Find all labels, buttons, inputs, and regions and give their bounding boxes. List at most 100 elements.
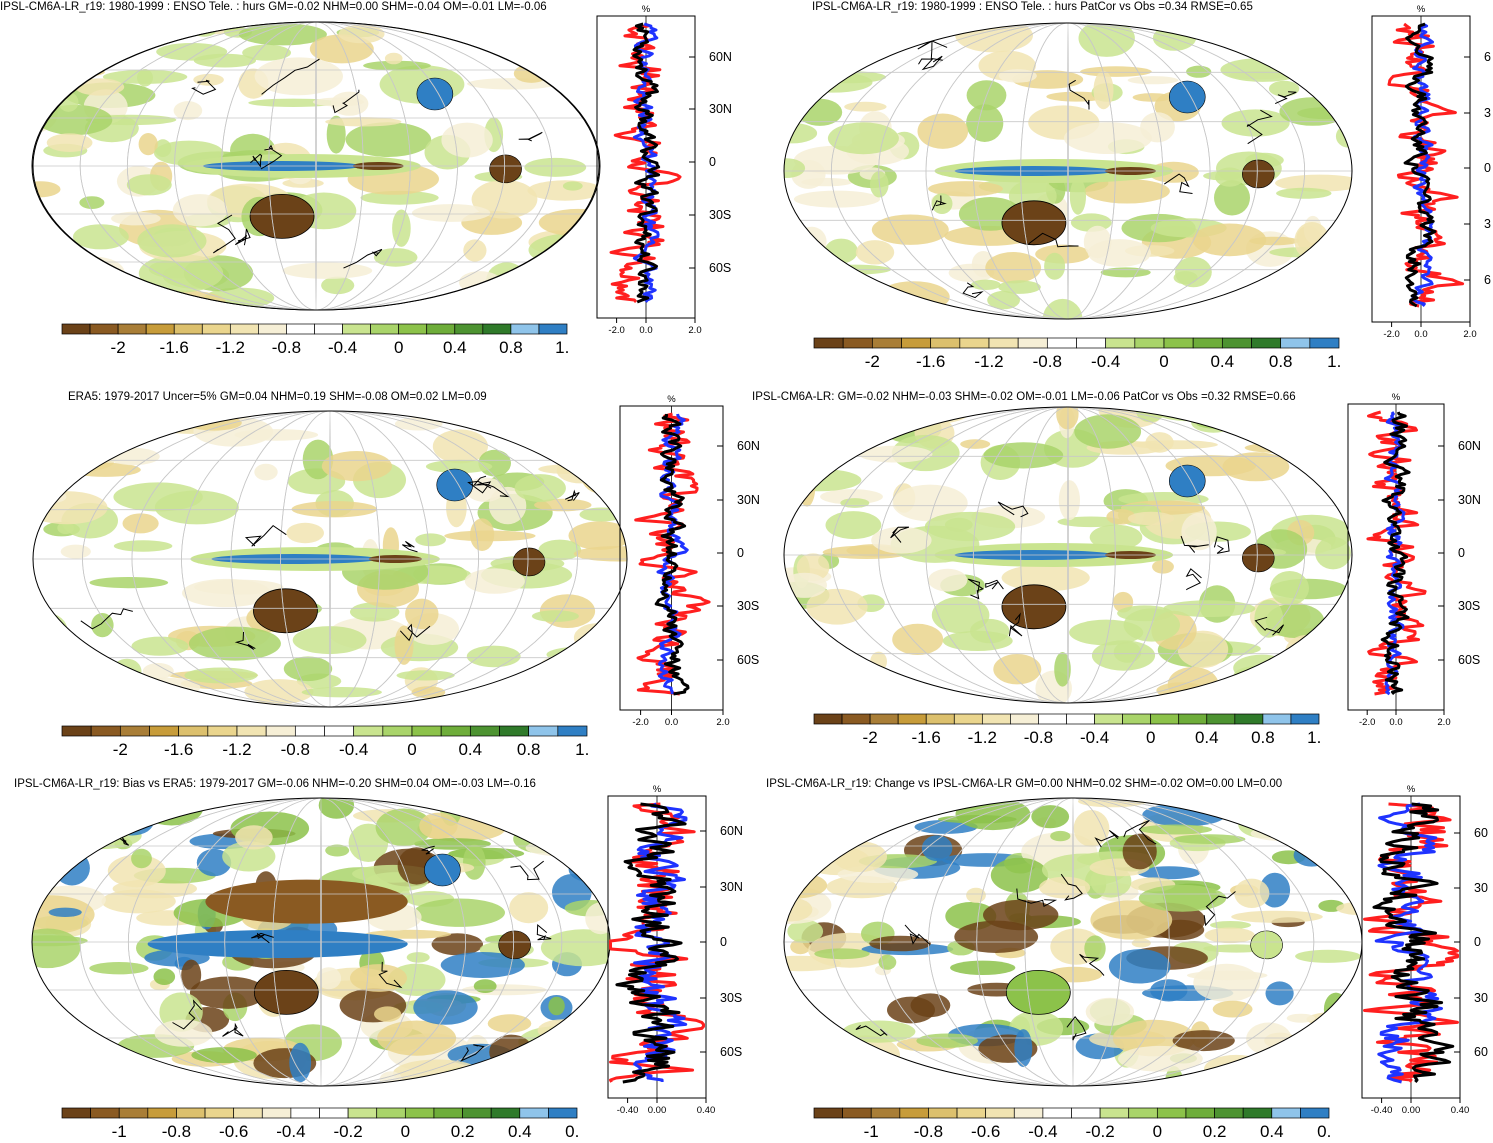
- colorbar-swatch: [1134, 337, 1165, 349]
- lat-label: 3: [1484, 217, 1491, 231]
- field-patch: [530, 682, 570, 707]
- colorbar-label: 0: [1153, 1122, 1162, 1141]
- longitude-line: [925, 23, 1211, 319]
- colorbar-label: -1.2: [968, 728, 997, 747]
- north-america-patch: [436, 468, 474, 502]
- colorbar-label: -0.4: [339, 740, 368, 759]
- x-tick-label: -2.0: [608, 325, 624, 336]
- field-patch: [441, 122, 493, 158]
- field-patch: [125, 38, 163, 47]
- field-patch: [111, 211, 161, 226]
- black-profile: [1372, 802, 1455, 1083]
- colorbar-swatch: [519, 1107, 549, 1119]
- colorbar-swatch: [482, 323, 512, 335]
- colorbar-swatch: [1038, 713, 1067, 725]
- field-patch: [142, 663, 174, 680]
- colorbar-label: -0.6: [971, 1122, 1000, 1141]
- coastline: [1094, 829, 1119, 848]
- colorbar-swatch: [1017, 337, 1048, 349]
- colorbar-swatch: [1094, 713, 1123, 725]
- colorbar-label: 1.2: [1307, 728, 1322, 747]
- coastline: [931, 195, 947, 211]
- colorbar-swatch: [61, 725, 92, 737]
- field-patch: [89, 962, 149, 975]
- colorbar-label: -1.6: [916, 352, 945, 371]
- longitude-line: [320, 798, 322, 1086]
- coastline: [460, 1044, 485, 1062]
- lat-label: 30: [1474, 991, 1488, 1005]
- north-america-patch: [416, 77, 454, 111]
- field-patch: [463, 844, 486, 880]
- field-patch: [814, 948, 870, 960]
- longitude-line: [928, 798, 1218, 1086]
- field-patch: [796, 36, 867, 69]
- coastline: [904, 924, 931, 945]
- field-patch: [89, 577, 169, 589]
- colorbar-swatch: [204, 1107, 235, 1119]
- field-patch: [1063, 122, 1152, 154]
- field-patch: [459, 296, 513, 310]
- field-patch: [916, 1033, 978, 1048]
- field-patch: [102, 69, 188, 84]
- coastline: [250, 153, 263, 168]
- field-patch: [537, 1019, 588, 1042]
- field-patch: [1270, 571, 1309, 606]
- colorbar-swatch: [930, 337, 961, 349]
- field-patch: [993, 654, 1042, 685]
- coastline: [378, 961, 403, 989]
- longitude-line: [972, 407, 1164, 703]
- coastline: [510, 860, 545, 881]
- north-america-patch: [1168, 80, 1206, 114]
- field-patch: [500, 1058, 543, 1086]
- colorbar-swatch: [953, 713, 983, 725]
- colorbar-swatch: [1042, 1107, 1072, 1119]
- field-patch: [113, 540, 173, 552]
- colorbar-swatch: [1071, 1107, 1101, 1119]
- field-patch: [321, 276, 355, 295]
- field-patch: [100, 802, 175, 814]
- colorbar-swatch: [1010, 713, 1039, 725]
- lat-label: 0: [1474, 935, 1481, 949]
- colorbar-swatch: [117, 323, 147, 335]
- field-patch: [32, 828, 86, 867]
- field-patch: [1220, 57, 1305, 82]
- longitude-line: [131, 411, 529, 707]
- black-profile: [1403, 22, 1437, 308]
- field-patch: [32, 798, 114, 812]
- colorbar-swatch: [1013, 1107, 1044, 1119]
- field-patch: [970, 618, 1010, 644]
- zonal-mean-plot: % 60N 30N 0 30S 60S -0.40 0.00 0.40: [607, 784, 743, 1116]
- coastline: [399, 623, 431, 642]
- field-patch: [90, 286, 110, 310]
- field-patch: [384, 52, 403, 65]
- coastline: [890, 526, 910, 543]
- field-patch: [1150, 979, 1188, 1002]
- field-patch: [562, 822, 590, 833]
- colorbar-swatch: [956, 1107, 987, 1119]
- colorbar: -2-1.6-1.2-0.8-0.400.40.81.21.62: [61, 323, 570, 357]
- x-tick-label: 0.00: [1402, 1105, 1421, 1116]
- field-patch: [61, 262, 114, 277]
- colorbar-swatch: [207, 725, 238, 737]
- lat-label: 60: [1474, 1045, 1488, 1059]
- colorbar-swatch: [1221, 337, 1252, 349]
- colorbar-swatch: [988, 337, 1019, 349]
- coastline: [1254, 616, 1285, 636]
- colorbar-swatch: [897, 713, 927, 725]
- field-patch: [154, 1019, 213, 1047]
- field-patch: [1297, 1059, 1345, 1068]
- longitude-line: [976, 798, 1170, 1086]
- field-patch: [98, 1052, 120, 1073]
- field-patch: [1122, 833, 1157, 870]
- colorbar-swatch: [145, 323, 175, 335]
- field-patch: [1132, 93, 1172, 102]
- colorbar-swatch: [149, 725, 180, 737]
- colorbar-swatch: [178, 725, 209, 737]
- lat-label: 0: [1458, 546, 1465, 560]
- colorbar-swatch: [376, 1107, 406, 1119]
- colorbar-label: 0.8: [1269, 352, 1293, 371]
- colorbar-label: -1.6: [164, 740, 193, 759]
- colorbar-label: 0.8: [517, 740, 541, 759]
- colorbar-swatch: [548, 1107, 578, 1119]
- field-patch: [985, 252, 1042, 284]
